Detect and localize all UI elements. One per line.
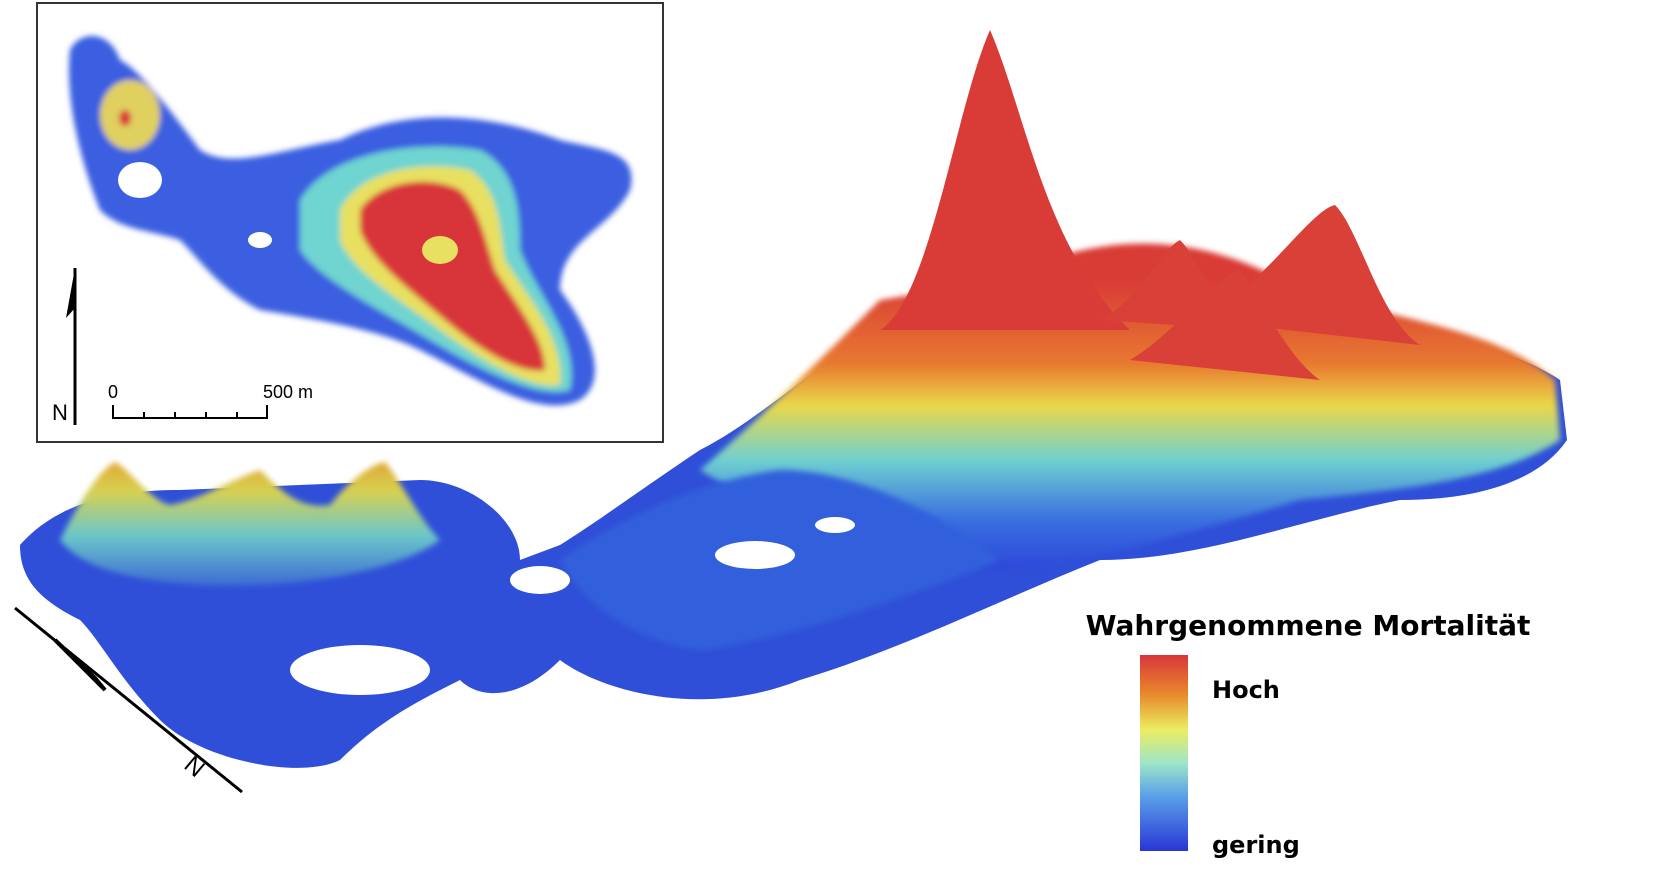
legend-low: gering: [1212, 831, 1300, 859]
terrain-gap: [815, 517, 855, 533]
inset-gap: [248, 232, 272, 248]
legend-high: Hoch: [1212, 676, 1280, 704]
terrain-gap: [290, 645, 430, 695]
inset-red: [119, 110, 131, 126]
north-arrow-label: N: [180, 750, 211, 782]
north-arrow-head: [55, 640, 105, 690]
terrain-gap: [510, 566, 570, 594]
legend-title: Wahrgenommene Mortalität: [1086, 609, 1531, 642]
legend-colorbar: [1140, 655, 1188, 851]
inset-gap: [118, 162, 162, 198]
scale-start: 0: [108, 382, 118, 402]
terrain-gap: [715, 541, 795, 569]
page: N N 0 500 m Wahrgenommene Mortalität Hoc…: [0, 0, 1667, 879]
scale-end: 500 m: [263, 382, 313, 402]
inset-gap: [422, 236, 458, 264]
map-figure: N N 0 500 m Wahrgenommene Mortalität Hoc…: [0, 0, 1667, 879]
inset-north-label: N: [52, 400, 68, 425]
